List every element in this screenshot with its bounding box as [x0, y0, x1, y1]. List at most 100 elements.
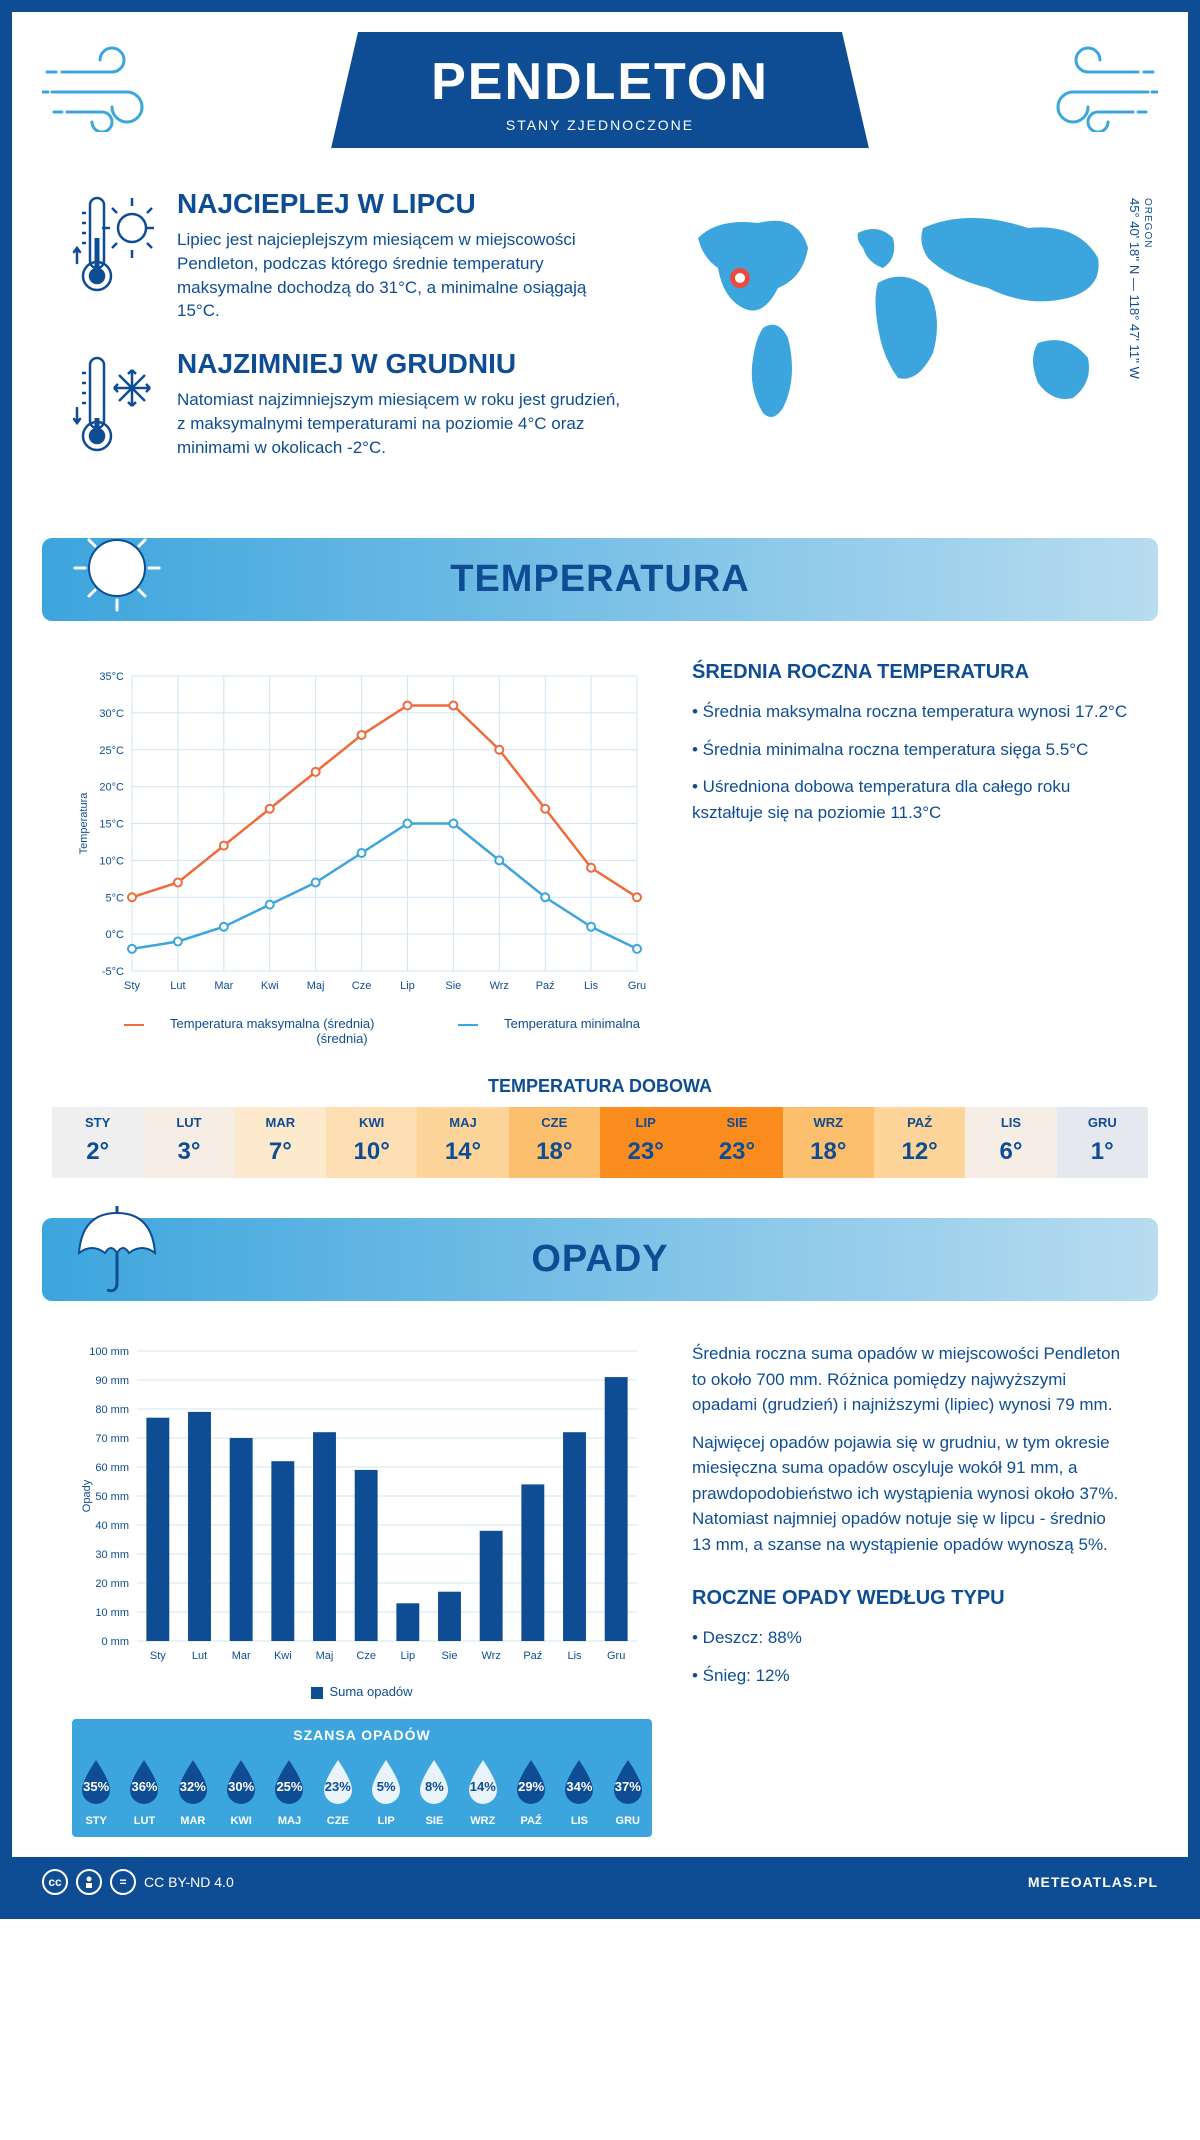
temperature-title: TEMPERATURA	[72, 558, 1128, 601]
svg-text:Lip: Lip	[400, 980, 415, 992]
chance-cell: 34% LIS	[555, 1751, 603, 1837]
summary-column: NAJCIEPLEJ W LIPCU Lipiec jest najcieple…	[72, 188, 628, 488]
svg-text:Wrz: Wrz	[490, 980, 509, 992]
svg-text:15°C: 15°C	[99, 819, 124, 831]
hottest-text: Lipiec jest najcieplejszym miesiącem w m…	[177, 228, 628, 323]
svg-text:20 mm: 20 mm	[95, 1578, 129, 1590]
chance-cell: 29% PAŹ	[507, 1751, 555, 1837]
chance-cell: 8% SIE	[410, 1751, 458, 1837]
svg-text:90 mm: 90 mm	[95, 1375, 129, 1387]
wind-icon-right	[1038, 42, 1158, 137]
svg-text:Lut: Lut	[170, 980, 185, 992]
chance-cell: 32% MAR	[169, 1751, 217, 1837]
temperature-chart: -5°C0°C5°C10°C15°C20°C25°C30°C35°CStyLut…	[72, 661, 652, 1046]
annual-title: ŚREDNIA ROCZNA TEMPERATURA	[692, 661, 1128, 684]
svg-text:40 mm: 40 mm	[95, 1520, 129, 1532]
chance-title: SZANSA OPADÓW	[72, 1719, 652, 1751]
svg-text:0 mm: 0 mm	[102, 1636, 130, 1648]
annual-bullet: • Uśredniona dobowa temperatura dla całe…	[692, 774, 1128, 825]
svg-text:Kwi: Kwi	[274, 1650, 292, 1662]
temp-legend: Temperatura maksymalna (średnia) Tempera…	[72, 1016, 652, 1046]
svg-text:Lip: Lip	[400, 1650, 415, 1662]
chance-cell: 37% GRU	[604, 1751, 652, 1837]
svg-text:70 mm: 70 mm	[95, 1433, 129, 1445]
svg-text:Opady: Opady	[81, 1479, 93, 1512]
info-section: NAJCIEPLEJ W LIPCU Lipiec jest najcieple…	[12, 178, 1188, 518]
coldest-block: NAJZIMNIEJ W GRUDNIU Natomiast najzimnie…	[72, 348, 628, 463]
wind-icon-left	[42, 42, 162, 137]
coldest-text: Natomiast najzimniejszym miesiącem w rok…	[177, 388, 628, 459]
svg-text:Mar: Mar	[214, 980, 233, 992]
temperature-banner: TEMPERATURA	[42, 538, 1158, 621]
daily-temp-cell: CZE18°	[509, 1107, 600, 1178]
daily-temp-cell: STY2°	[52, 1107, 143, 1178]
coordinates: OREGON 45° 40' 18'' N — 118° 47' 11'' W	[1127, 198, 1153, 379]
temperature-summary: ŚREDNIA ROCZNA TEMPERATURA • Średnia mak…	[692, 661, 1128, 1046]
chance-table: SZANSA OPADÓW 35% STY 36% LUT 32% MAR	[72, 1719, 652, 1837]
license-text: CC BY-ND 4.0	[144, 1874, 234, 1890]
by-type-item: • Deszcz: 88%	[692, 1625, 1128, 1651]
svg-text:35°C: 35°C	[99, 671, 124, 683]
svg-text:Gru: Gru	[607, 1650, 625, 1662]
footer: cc = CC BY-ND 4.0 METEOATLAS.PL	[12, 1857, 1188, 1907]
daily-temp-cell: KWI10°	[326, 1107, 417, 1178]
svg-text:Mar: Mar	[232, 1650, 251, 1662]
daily-temp-cell: LIS6°	[965, 1107, 1056, 1178]
precipitation-summary: Średnia roczna suma opadów w miejscowośc…	[692, 1341, 1128, 1837]
svg-text:5°C: 5°C	[106, 892, 125, 904]
hottest-title: NAJCIEPLEJ W LIPCU	[177, 188, 628, 220]
svg-text:Paź: Paź	[536, 980, 555, 992]
region-label: OREGON	[1142, 198, 1153, 374]
daily-temp-cell: LIP23°	[600, 1107, 691, 1178]
precip-legend: Suma opadów	[72, 1684, 652, 1699]
svg-text:Kwi: Kwi	[261, 980, 279, 992]
svg-text:Lut: Lut	[192, 1650, 207, 1662]
svg-text:Maj: Maj	[307, 980, 325, 992]
thermometer-hot-icon	[72, 188, 157, 323]
svg-text:20°C: 20°C	[99, 782, 124, 794]
svg-text:Paź: Paź	[523, 1650, 542, 1662]
svg-text:Sie: Sie	[442, 1650, 458, 1662]
svg-text:Cze: Cze	[356, 1650, 376, 1662]
svg-text:60 mm: 60 mm	[95, 1462, 129, 1474]
svg-text:Temperatura: Temperatura	[78, 792, 90, 855]
sun-icon	[67, 518, 167, 623]
svg-text:10°C: 10°C	[99, 856, 124, 868]
svg-text:50 mm: 50 mm	[95, 1491, 129, 1503]
by-icon	[76, 1869, 102, 1895]
daily-temp-title: TEMPERATURA DOBOWA	[12, 1076, 1188, 1097]
license-block: cc = CC BY-ND 4.0	[42, 1869, 234, 1895]
daily-temp-cell: GRU1°	[1057, 1107, 1148, 1178]
thermometer-cold-icon	[72, 348, 157, 463]
daily-temp-cell: WRZ18°	[783, 1107, 874, 1178]
page: PENDLETON STANY ZJEDNOCZONE	[0, 0, 1200, 1919]
svg-text:30 mm: 30 mm	[95, 1549, 129, 1561]
annual-bullet: • Średnia maksymalna roczna temperatura …	[692, 699, 1128, 725]
precipitation-chart-row: 0 mm 10 mm 20 mm 30 mm 40 mm 50 mm 60 mm 70 mm 8…	[12, 1321, 1188, 1857]
chance-cell: 5% LIP	[362, 1751, 410, 1837]
country-name: STANY ZJEDNOCZONE	[431, 117, 769, 133]
daily-temp-cell: MAR7°	[235, 1107, 326, 1178]
umbrella-icon	[67, 1198, 167, 1303]
precipitation-chart: 0 mm 10 mm 20 mm 30 mm 40 mm 50 mm 60 mm 70 mm 8…	[72, 1341, 652, 1837]
chance-cell: 30% KWI	[217, 1751, 265, 1837]
title-banner: PENDLETON STANY ZJEDNOCZONE	[331, 32, 869, 148]
precipitation-banner: OPADY	[42, 1218, 1158, 1301]
site-name: METEOATLAS.PL	[1028, 1874, 1158, 1890]
daily-temp-cell: SIE23°	[691, 1107, 782, 1178]
cc-icon: cc	[42, 1869, 68, 1895]
hottest-block: NAJCIEPLEJ W LIPCU Lipiec jest najcieple…	[72, 188, 628, 323]
svg-text:Lis: Lis	[567, 1650, 582, 1662]
precip-para: Średnia roczna suma opadów w miejscowośc…	[692, 1341, 1128, 1418]
coldest-title: NAJZIMNIEJ W GRUDNIU	[177, 348, 628, 380]
svg-text:100 mm: 100 mm	[89, 1346, 129, 1358]
svg-text:Sty: Sty	[150, 1650, 166, 1662]
chance-cell: 36% LUT	[120, 1751, 168, 1837]
svg-text:-5°C: -5°C	[102, 966, 124, 978]
svg-text:10 mm: 10 mm	[95, 1607, 129, 1619]
precip-para: Najwięcej opadów pojawia się w grudniu, …	[692, 1430, 1128, 1558]
svg-text:Gru: Gru	[628, 980, 646, 992]
svg-text:0°C: 0°C	[106, 929, 125, 941]
daily-temp-cell: PAŹ12°	[874, 1107, 965, 1178]
legend-max: Temperatura maksymalna (średnia)	[170, 1016, 374, 1031]
